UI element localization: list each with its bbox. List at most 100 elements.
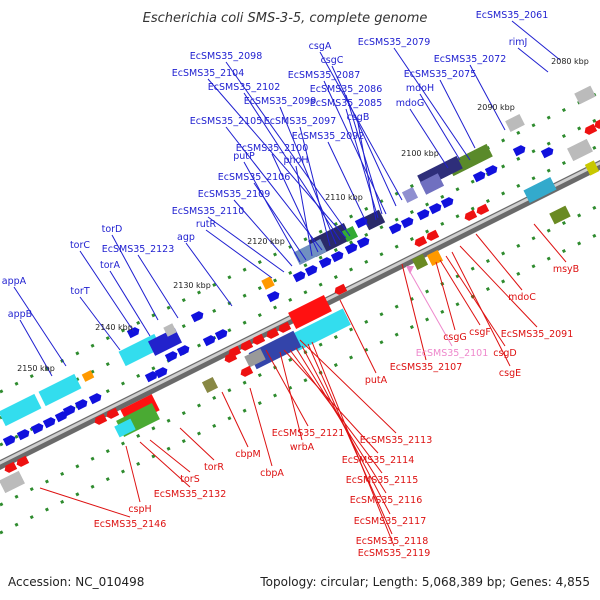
leader-line <box>13 286 67 367</box>
leader-line <box>393 47 471 161</box>
gene-box <box>81 370 95 382</box>
gene-box <box>505 114 525 132</box>
leader-line <box>279 106 337 245</box>
leader-line <box>111 234 159 321</box>
reverse-arrow <box>16 455 30 467</box>
forward-gene-label: EcSMS35_2075 <box>404 69 477 80</box>
leader-line <box>439 259 481 326</box>
forward-arrow <box>176 345 190 357</box>
leader-line <box>279 351 303 441</box>
leader-line <box>319 51 403 201</box>
reverse-gene-label: torR <box>204 462 224 473</box>
kbp-tick-label: 2100 kbp <box>401 149 439 158</box>
gene-box <box>549 205 571 225</box>
gene-box <box>114 418 136 438</box>
forward-gene-label: EcSMS35_2110 <box>172 206 245 217</box>
forward-gene-label: EcSMS35_2102 <box>208 82 281 93</box>
reverse-arrow <box>94 413 108 425</box>
leader-line <box>109 270 151 337</box>
kbp-tick-label: 2120 kbp <box>247 237 285 246</box>
forward-arrow <box>330 251 344 263</box>
forward-arrow <box>356 237 370 249</box>
accession-text: Accession: NC_010498 <box>8 575 144 589</box>
leader-line <box>39 487 131 518</box>
forward-gene-label: csgC <box>321 55 344 66</box>
leader-line <box>299 126 331 247</box>
reverse-gene-label: csgE <box>499 368 521 379</box>
forward-arrow <box>428 203 442 215</box>
reverse-gene-label: EcSMS35_2117 <box>354 516 427 527</box>
leader-line <box>469 64 506 131</box>
forward-gene-label: EcSMS35_2079 <box>358 37 431 48</box>
leader-line <box>445 255 506 347</box>
forward-gene-label: EcSMS35_2104 <box>172 68 245 79</box>
gene-box <box>419 173 445 195</box>
forward-arrow <box>164 351 178 363</box>
reverse-gene-label: wrbA <box>290 442 315 453</box>
leader-line <box>221 391 249 448</box>
forward-gene-label: rimJ <box>509 37 528 48</box>
rna-feature <box>406 266 414 274</box>
forward-gene-label: EcSMS35_2072 <box>434 54 507 65</box>
forward-gene-label: putP <box>233 151 255 162</box>
reverse-gene-label: EcSMS35_2118 <box>356 536 429 547</box>
forward-arrow <box>472 171 486 183</box>
forward-arrow <box>400 217 414 229</box>
gene-box <box>401 186 419 204</box>
forward-arrow <box>2 435 16 447</box>
reverse-gene-label: EcSMS35_2091 <box>501 329 574 340</box>
kbp-tick-label: 2110 kbp <box>325 193 363 202</box>
topology-text: Topology: circular; Length: 5,068,389 bp… <box>259 575 590 589</box>
forward-gene-label: torC <box>70 240 90 251</box>
forward-arrow <box>440 197 454 209</box>
forward-arrow <box>416 209 430 221</box>
leader-line <box>311 341 395 547</box>
leader-line <box>185 242 233 307</box>
reverse-gene-label: mdoC <box>508 292 536 303</box>
leader-line <box>139 441 191 488</box>
leader-line <box>271 153 319 253</box>
gene-box <box>163 323 177 337</box>
reverse-gene-label: putA <box>365 375 388 386</box>
leader-line <box>225 61 351 237</box>
reverse-gene-label: cspH <box>128 504 151 515</box>
forward-gene-label: EcSMS35_2123 <box>102 244 175 255</box>
leader-line <box>435 261 456 331</box>
reverse-gene-label: EcSMS35_2114 <box>342 455 415 466</box>
map-title: Escherichia coli SMS-3-5, complete genom… <box>143 11 428 26</box>
forward-arrow <box>354 217 368 229</box>
forward-gene-label: rutR <box>196 219 217 230</box>
forward-gene-label: csgA <box>309 41 332 52</box>
forward-arrow <box>144 371 158 383</box>
reverse-gene-label: EcSMS35_2119 <box>358 548 431 559</box>
reverse-gene-label: EcSMS35_2146 <box>94 519 167 530</box>
reverse-gene-label: csgD <box>493 348 517 359</box>
kbp-tick-label: 2140 kbp <box>95 323 133 332</box>
reverse-arrow <box>240 365 254 377</box>
forward-arrow <box>388 223 402 235</box>
reverse-gene-label: EcSMS35_2107 <box>390 362 463 373</box>
gene-box <box>0 393 42 427</box>
leader-line <box>357 122 377 221</box>
forward-arrow <box>344 243 358 255</box>
reverse-gene-label: cbpM <box>235 449 260 460</box>
forward-arrow <box>484 165 498 177</box>
reverse-arrow <box>278 321 292 333</box>
leader-line <box>409 108 449 169</box>
forward-gene-label: mdoG <box>396 98 424 109</box>
gene-box <box>574 85 596 105</box>
forward-arrow <box>190 311 204 323</box>
reverse-arrow <box>252 333 266 345</box>
forward-gene-label: torA <box>100 260 120 271</box>
gene-box <box>261 276 275 290</box>
reverse-arrow <box>266 327 280 339</box>
gene-box <box>411 253 429 271</box>
reverse-gene-label: torS <box>180 474 199 485</box>
forward-arrow <box>292 271 306 283</box>
leader-line <box>149 439 191 473</box>
leader-line <box>475 233 523 291</box>
gene-box <box>567 138 593 162</box>
forward-gene-label: csgB <box>347 112 370 123</box>
